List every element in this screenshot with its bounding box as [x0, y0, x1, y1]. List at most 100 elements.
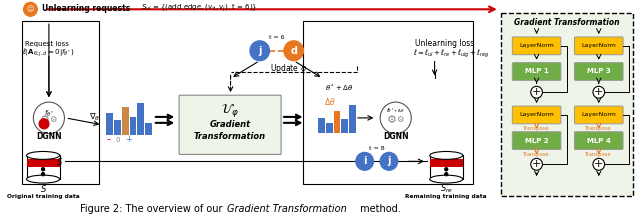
- Bar: [145, 123, 152, 135]
- Bar: [138, 103, 144, 135]
- Text: $\theta^* + \Delta\theta$: $\theta^* + \Delta\theta$: [325, 83, 354, 94]
- Text: $S_{ul}$ = {(add edge, $(v_d, v_j)$, t = 6)}: $S_{ul}$ = {(add edge, $(v_d, v_j)$, t =…: [141, 3, 258, 15]
- Circle shape: [33, 102, 65, 134]
- Text: $\Delta\theta$: $\Delta\theta$: [324, 96, 335, 107]
- Text: Transpose: Transpose: [524, 126, 550, 131]
- Circle shape: [445, 173, 448, 176]
- Text: LayerNorm: LayerNorm: [519, 43, 554, 48]
- Circle shape: [42, 173, 45, 176]
- Bar: [122, 107, 129, 135]
- Bar: [500, 13, 633, 196]
- Bar: [333, 111, 340, 133]
- Text: $\ell = \ell_{ul} + \ell_{re} + \ell_{ulg} + \ell_{reg}$: $\ell = \ell_{ul} + \ell_{re} + \ell_{ul…: [413, 48, 490, 60]
- Ellipse shape: [429, 151, 463, 159]
- Text: ⚙: ⚙: [387, 115, 397, 125]
- Text: t = 6: t = 6: [269, 35, 285, 40]
- Ellipse shape: [26, 151, 60, 159]
- Text: +: +: [532, 87, 541, 97]
- Bar: [429, 159, 463, 167]
- Text: t = 8: t = 8: [369, 146, 385, 151]
- Circle shape: [593, 158, 605, 170]
- Bar: [129, 117, 136, 135]
- Circle shape: [380, 102, 412, 134]
- Text: +: +: [594, 87, 604, 97]
- Text: 0: 0: [116, 137, 120, 143]
- Text: +: +: [594, 159, 604, 169]
- Bar: [22, 21, 99, 184]
- FancyBboxPatch shape: [512, 106, 561, 124]
- Circle shape: [42, 168, 45, 171]
- Text: Gradient: Gradient: [209, 120, 251, 129]
- Text: $S_{re}$: $S_{re}$: [440, 183, 452, 195]
- Text: Unlearning loss: Unlearning loss: [415, 39, 474, 48]
- Text: Update $\varphi$: Update $\varphi$: [270, 62, 307, 75]
- Text: Remaining training data: Remaining training data: [405, 194, 487, 199]
- Text: DGNN: DGNN: [36, 132, 61, 141]
- Text: LayerNorm: LayerNorm: [519, 112, 554, 117]
- Bar: [303, 21, 474, 184]
- Text: Figure 2: The overview of our: Figure 2: The overview of our: [80, 204, 226, 214]
- Text: $f_{\theta^*+\Delta\theta}$: $f_{\theta^*+\Delta\theta}$: [387, 106, 405, 116]
- Text: Original training data: Original training data: [6, 194, 79, 199]
- Bar: [318, 118, 325, 133]
- Bar: [349, 105, 356, 133]
- Text: Unlearning requests: Unlearning requests: [42, 4, 131, 13]
- Text: Gradient Transformation: Gradient Transformation: [514, 18, 620, 27]
- Text: –: –: [106, 135, 111, 144]
- Circle shape: [531, 86, 543, 98]
- Text: $\ell(\mathbf{A}_{6;j,d}=0|f_{\theta^*})$: $\ell(\mathbf{A}_{6;j,d}=0|f_{\theta^*})…: [22, 47, 74, 59]
- Text: $\nabla_\theta$: $\nabla_\theta$: [89, 111, 100, 123]
- Text: j: j: [387, 156, 390, 166]
- Text: LayerNorm: LayerNorm: [581, 112, 616, 117]
- FancyBboxPatch shape: [179, 95, 281, 154]
- Bar: [429, 155, 463, 179]
- Text: ⚙: ⚙: [49, 115, 56, 124]
- Text: +: +: [532, 159, 541, 169]
- Circle shape: [593, 86, 605, 98]
- Bar: [26, 159, 60, 167]
- Text: Gradient Transformation: Gradient Transformation: [227, 204, 346, 214]
- Circle shape: [531, 158, 543, 170]
- Bar: [326, 123, 333, 133]
- Bar: [341, 119, 348, 133]
- Text: j: j: [258, 46, 262, 56]
- Text: $\mathcal{U}_\varphi$: $\mathcal{U}_\varphi$: [221, 101, 239, 119]
- Circle shape: [445, 168, 448, 171]
- Text: LayerNorm: LayerNorm: [581, 43, 616, 48]
- Circle shape: [39, 119, 49, 129]
- Circle shape: [380, 152, 397, 170]
- Text: +: +: [125, 135, 132, 144]
- Text: MLP 4: MLP 4: [587, 138, 611, 144]
- Text: Transpose: Transpose: [524, 152, 550, 157]
- Ellipse shape: [429, 175, 463, 183]
- FancyBboxPatch shape: [512, 37, 561, 55]
- Text: $S$: $S$: [56, 156, 63, 167]
- Text: method.: method.: [357, 204, 401, 214]
- FancyBboxPatch shape: [575, 132, 623, 150]
- Circle shape: [284, 41, 303, 61]
- FancyBboxPatch shape: [575, 106, 623, 124]
- Text: Transpose: Transpose: [586, 152, 612, 157]
- Bar: [26, 155, 60, 179]
- FancyBboxPatch shape: [575, 63, 623, 80]
- Text: MLP 3: MLP 3: [587, 68, 611, 75]
- Bar: [114, 120, 121, 135]
- Text: ⚙: ⚙: [396, 115, 403, 124]
- Text: Transformation: Transformation: [194, 132, 266, 141]
- FancyBboxPatch shape: [575, 37, 623, 55]
- Text: $f_{\theta^*}$: $f_{\theta^*}$: [44, 109, 54, 119]
- Text: Transpose: Transpose: [586, 126, 612, 131]
- Ellipse shape: [26, 175, 60, 183]
- FancyBboxPatch shape: [512, 63, 561, 80]
- Text: DGNN: DGNN: [383, 132, 408, 141]
- Text: Request loss: Request loss: [24, 41, 68, 47]
- Text: i: i: [363, 156, 366, 166]
- Text: ☺: ☺: [27, 6, 34, 13]
- FancyBboxPatch shape: [512, 132, 561, 150]
- Text: $S$: $S$: [40, 183, 47, 194]
- Bar: [106, 113, 113, 135]
- Text: ⚙: ⚙: [40, 115, 50, 125]
- Circle shape: [24, 2, 37, 16]
- Circle shape: [250, 41, 269, 61]
- Circle shape: [356, 152, 373, 170]
